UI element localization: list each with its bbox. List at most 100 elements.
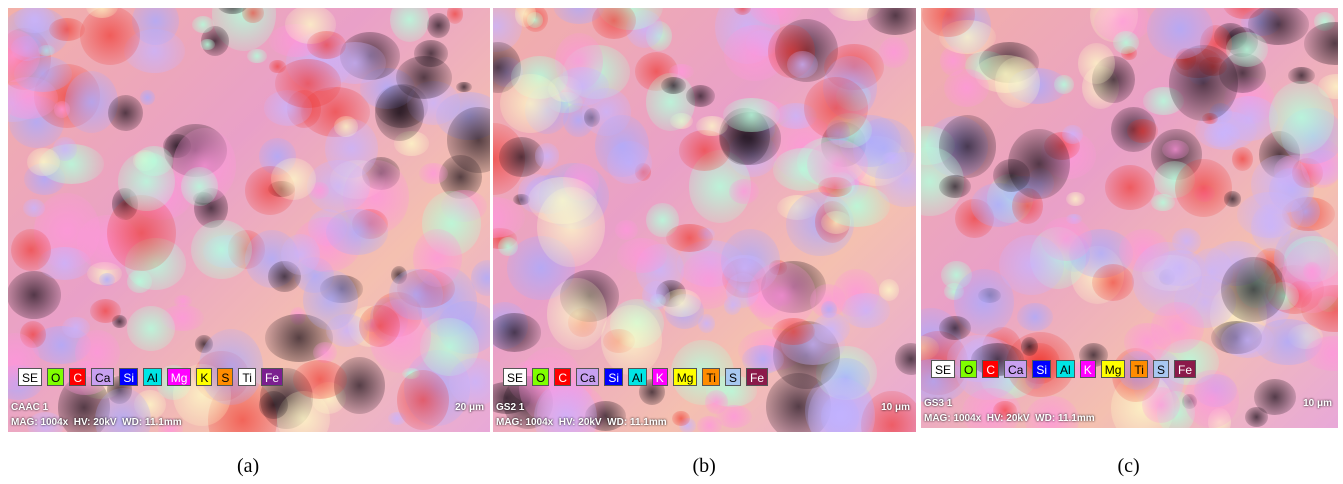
grain	[1105, 165, 1155, 210]
grain	[1021, 337, 1038, 356]
grain	[939, 316, 970, 340]
grain	[359, 305, 400, 347]
legend-chip: Ca	[91, 368, 114, 386]
grain	[1151, 194, 1174, 211]
grain	[498, 237, 518, 256]
legend-chip: C	[982, 360, 999, 378]
grain	[1269, 81, 1334, 154]
grain	[787, 51, 818, 79]
legend-chip: K	[1080, 360, 1096, 378]
acquisition-info: MAG: 1004x HV: 20kV WD: 11.1mm	[924, 413, 1095, 424]
grain	[537, 187, 605, 267]
grain	[419, 163, 448, 184]
legend-chip: Mg	[167, 368, 192, 386]
legend-chip: Al	[628, 368, 647, 386]
grain	[1162, 140, 1189, 159]
grain	[729, 179, 759, 204]
legend-chip: Al	[143, 368, 162, 386]
grain	[80, 8, 140, 65]
grain	[303, 270, 358, 330]
grain	[140, 90, 155, 106]
grain	[615, 220, 639, 241]
legend-chip: Al	[1056, 360, 1075, 378]
legend-chip: K	[196, 368, 212, 386]
grain	[1184, 370, 1240, 428]
grain	[813, 313, 850, 344]
grain	[281, 234, 320, 275]
grain	[807, 140, 868, 188]
grain	[1221, 257, 1286, 322]
legend-chip: S	[1153, 360, 1169, 378]
legend-chip: S	[725, 368, 741, 386]
grain	[108, 95, 143, 131]
legend-chip: Fe	[746, 368, 768, 386]
grain	[535, 143, 560, 168]
grain	[390, 8, 429, 42]
legend-chip: Si	[119, 368, 138, 386]
grain	[1066, 192, 1085, 206]
grain	[293, 360, 347, 398]
grain	[62, 317, 89, 338]
grain	[944, 69, 989, 107]
grain	[1232, 147, 1254, 171]
grain	[397, 370, 449, 429]
grain	[334, 116, 358, 136]
acquisition-info: MAG: 1004x HV: 20kV WD: 11.1mm	[496, 417, 667, 428]
grain	[1008, 129, 1070, 200]
grain	[995, 57, 1040, 108]
scale-bar-label: 20 μm	[455, 402, 484, 413]
legend-chip: C	[554, 368, 571, 386]
panel-label: (c)	[1118, 455, 1140, 478]
legend-chip: Fe	[1174, 360, 1196, 378]
grain	[181, 167, 217, 206]
grain	[661, 77, 686, 93]
grain	[11, 229, 51, 271]
legend-chip: Ca	[576, 368, 599, 386]
grain	[456, 82, 472, 93]
grain	[191, 220, 251, 279]
grain	[259, 391, 288, 418]
grain	[23, 199, 45, 217]
grain	[135, 146, 173, 176]
figure: SEOCCaSiAlMgKSTiFeCAAC 1MAG: 1004x HV: 2…	[0, 0, 1343, 484]
legend-chip: Si	[1032, 360, 1051, 378]
grain	[601, 305, 661, 375]
grain	[1054, 75, 1074, 94]
grain	[686, 85, 715, 107]
scale-bar-label: 10 μm	[1303, 398, 1332, 409]
grain	[1224, 191, 1242, 206]
micrograph: SEOCCaSiAlKMgTiSFeGS3 1MAG: 1004x HV: 20…	[921, 8, 1338, 428]
grain	[275, 59, 342, 109]
legend-chip: O	[960, 360, 977, 378]
grain	[493, 313, 541, 351]
legend-chip: Si	[604, 368, 623, 386]
grain	[326, 209, 388, 255]
legend-chip: S	[217, 368, 233, 386]
legend-chip: Ti	[238, 368, 256, 386]
grain	[723, 98, 780, 133]
grain	[1175, 159, 1232, 217]
grain	[999, 235, 1065, 295]
legend-chip: O	[532, 368, 549, 386]
legend-chip: K	[652, 368, 668, 386]
grain	[447, 8, 464, 24]
legend-chip: O	[47, 368, 64, 386]
legend-chip: Mg	[673, 368, 698, 386]
grain	[804, 77, 868, 139]
legend-chip: Mg	[1101, 360, 1126, 378]
grain	[27, 148, 59, 176]
sample-name: GS3 1	[924, 398, 952, 409]
grain	[449, 358, 490, 406]
grain	[547, 278, 608, 350]
grain	[54, 101, 71, 118]
grain	[1062, 125, 1083, 145]
grain	[842, 293, 889, 327]
grain	[1092, 264, 1134, 301]
grain	[939, 175, 971, 198]
grain	[1245, 407, 1268, 427]
grain	[127, 306, 176, 352]
legend-chip: Ti	[702, 368, 720, 386]
legend-chip: Ti	[1130, 360, 1148, 378]
